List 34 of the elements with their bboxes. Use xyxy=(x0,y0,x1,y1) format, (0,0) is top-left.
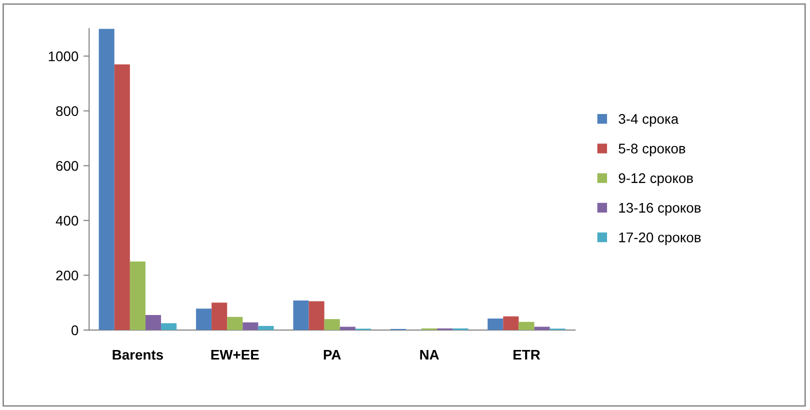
bar xyxy=(98,28,114,330)
bar xyxy=(196,308,212,330)
bar xyxy=(258,326,274,330)
bar xyxy=(518,322,534,330)
bar xyxy=(340,326,356,330)
legend-label: 17-20 сроков xyxy=(619,232,701,246)
legend-label: 13-16 сроков xyxy=(619,202,701,216)
bar xyxy=(161,323,177,330)
y-tick-label: 1000 xyxy=(48,51,78,62)
bar xyxy=(324,319,340,330)
y-tick-label: 800 xyxy=(56,106,78,116)
legend-label: 5-8 сроков xyxy=(618,144,686,156)
bar xyxy=(130,262,146,330)
x-tick-label: ETR xyxy=(514,350,540,360)
legend-label: 9-12 сроков xyxy=(618,173,693,186)
x-tick-label: Barents xyxy=(112,350,163,360)
bar xyxy=(534,326,550,330)
x-tick-label: PA xyxy=(324,350,341,360)
bar xyxy=(293,300,309,330)
x-tick-label: NA xyxy=(420,350,439,360)
bar xyxy=(308,301,324,330)
bar xyxy=(503,316,519,330)
x-tick-label: EW+EE xyxy=(211,350,259,360)
bar xyxy=(242,322,258,330)
legend-label: 3-4 срока xyxy=(618,114,679,127)
bar xyxy=(212,302,228,330)
bar xyxy=(227,316,243,330)
y-tick-label: 0 xyxy=(72,325,78,336)
y-tick-label: 600 xyxy=(56,161,78,171)
y-tick-label: 200 xyxy=(56,270,78,280)
bar xyxy=(145,314,162,330)
y-tick-label: 400 xyxy=(56,216,78,226)
bar xyxy=(488,318,504,330)
bar xyxy=(114,64,130,330)
